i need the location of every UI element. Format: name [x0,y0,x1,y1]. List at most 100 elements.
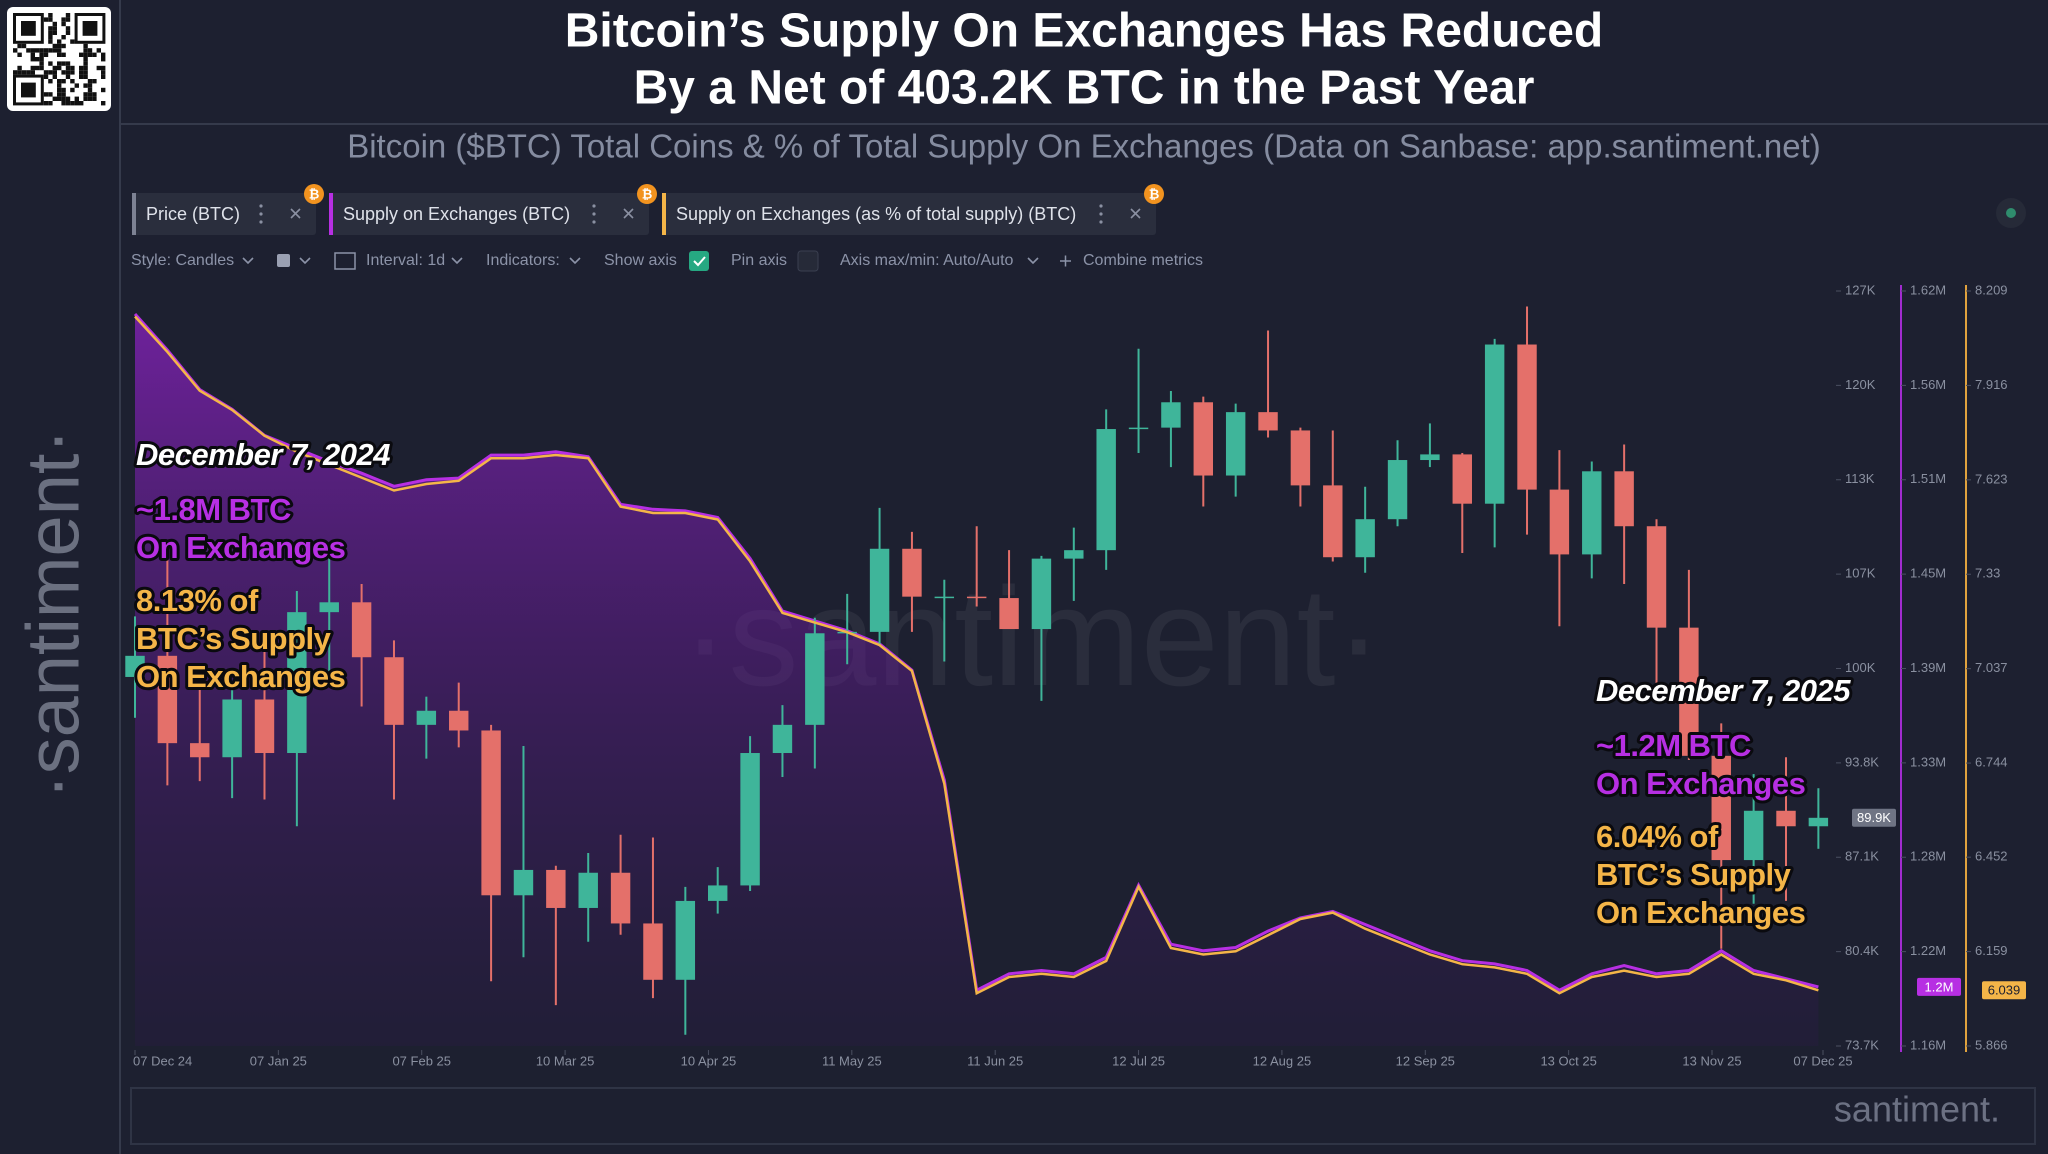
qr-cell [52,70,57,75]
qr-cell [43,74,49,79]
qr-cell [57,79,62,84]
area-fill [135,314,1819,1046]
legend-tab[interactable]: Price (BTC) ₿ [132,184,324,235]
chevron[interactable] [1027,257,1039,265]
candle-body [1161,402,1181,428]
tab-badge [1144,184,1164,204]
tab-bg [132,193,316,235]
qr-cell [48,39,53,44]
qr-cell [70,70,75,75]
qr-cell [39,57,44,62]
tab-menu-dot[interactable] [259,204,263,208]
annotation-title: December 7, 2025 [1596,673,1851,708]
qr-cell [87,79,93,84]
tab-menu-dot[interactable] [1099,212,1103,216]
qr-cell [83,52,88,57]
toolbar-item[interactable]: Interval: 1d [366,252,445,269]
toolbar-item[interactable]: Show axis [604,252,677,269]
candle-body [157,655,178,744]
qr-cell [65,13,71,18]
tab-menu-dot[interactable] [259,212,263,216]
candle-body [934,596,955,599]
tab-accent [132,193,136,235]
legend-tab[interactable]: Supply on Exchanges (BTC) ₿ [329,184,657,235]
qr-cell [43,70,49,75]
tab-close[interactable] [1130,208,1141,219]
candle-body [1808,817,1829,827]
qr-cell [83,65,88,71]
toolbar-item[interactable]: Combine metrics [1083,252,1203,269]
annotation-supply: ~1.8M BTC [136,492,291,527]
x-tick-label: 07 Jan 25 [250,1053,307,1068]
color-swatch[interactable] [277,254,290,267]
qr-cell [65,70,71,75]
qr-cell [35,48,40,53]
chevron[interactable] [451,257,463,265]
qr-cell [65,96,71,101]
chevron[interactable] [242,257,254,265]
candle-body [1776,810,1796,827]
candle-body [384,657,404,725]
tab-menu-dot[interactable] [592,212,596,216]
tab-close[interactable] [623,208,634,219]
qr-cell [61,92,66,97]
last-value-badge [1852,808,1896,827]
checkbox-checked[interactable] [689,251,709,271]
y-tick-label: 1.39M [1910,660,1946,675]
qr-cell [70,79,75,84]
qr-cell [87,87,93,93]
qr-cell [79,65,84,71]
qr-cell [101,70,106,75]
y-tick-label: 5.866 [1975,1037,2008,1052]
y-tick-label: 8.209 [1975,282,2008,297]
qr-cell [48,61,53,66]
chevron[interactable] [569,257,581,265]
tab-menu-dot[interactable] [1099,220,1103,224]
navigator[interactable] [130,1087,2036,1145]
x-tick-label: 13 Oct 25 [1540,1053,1596,1068]
qr-cell [35,57,40,62]
tab-menu-dot[interactable] [592,204,596,208]
checkbox[interactable] [797,250,819,272]
qr-cell [65,17,71,22]
tab-close[interactable] [290,208,301,219]
y-tick-label: 1.16M [1910,1037,1946,1052]
qr-cell [21,70,27,75]
toolbar-item[interactable]: Axis max/min: Auto/Auto [840,252,1014,269]
annotation-share: BTC’s Supply [1596,857,1792,892]
qr-cell [92,92,97,97]
qr-cell [61,87,66,93]
qr-cell [61,52,66,57]
toolbar-item[interactable]: Pin axis [731,252,787,269]
qr-cell [48,17,53,22]
qr-cell [52,48,57,53]
line [134,315,1819,996]
chevron[interactable] [299,257,311,265]
candle-body [319,602,339,613]
qr-cell [17,70,22,75]
y-tick-label: 120K [1845,377,1876,392]
qr-cell [30,57,35,62]
qr-cell [57,43,62,49]
legend-tab[interactable]: Supply on Exchanges (as % of total suppl… [662,184,1164,235]
candle-body [1582,471,1602,555]
toolbar-item[interactable]: Indicators: [486,252,560,269]
qr-cell [61,101,66,106]
qr-cell [13,70,18,75]
interval-icon [334,252,356,270]
y-tick-label: 1.62M [1910,282,1946,297]
candle-body [610,872,631,924]
qr-cell [48,79,53,84]
qr-cell [57,96,62,101]
candle-body [1031,558,1052,630]
tab-menu-dot[interactable] [259,220,263,224]
tab-menu-dot[interactable] [592,220,596,224]
qr-cell [87,48,93,53]
tab-menu-dot[interactable] [1099,204,1103,208]
qr-cell [57,52,62,57]
y-tick-label: 1.56M [1910,377,1946,392]
candle-body [1452,454,1472,504]
chart-title: By a Net of 403.2K BTC in the Past Year [634,62,1535,115]
qr-cell [48,70,53,75]
toolbar-item[interactable]: Style: Candles [131,252,234,269]
